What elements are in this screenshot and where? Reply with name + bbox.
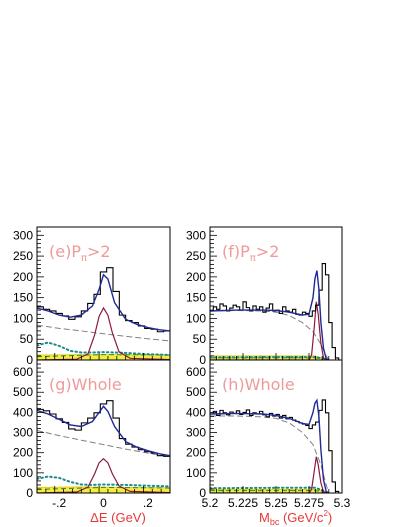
background-curve xyxy=(37,430,170,458)
x-tick-label: 5.3 xyxy=(334,496,351,510)
total-fit-curve xyxy=(210,270,330,360)
background-curve xyxy=(37,324,170,342)
y-tick-label: 250 xyxy=(186,249,206,263)
plot-area xyxy=(37,400,170,493)
y-tick-label: 300 xyxy=(186,426,206,440)
x-tick-label: 0 xyxy=(100,496,107,510)
y-tick-label: 600 xyxy=(13,365,33,379)
data-histogram xyxy=(37,267,170,333)
y-tick-label: 200 xyxy=(186,446,206,460)
y-tick-label: 300 xyxy=(13,426,33,440)
signal-curve xyxy=(37,306,170,360)
x-tick-label: 5.2 xyxy=(202,496,219,510)
y-tick-label: 200 xyxy=(13,270,33,284)
panel-4: 0 100 200 300 400 500 600 5.2 5.225 5.25 5.275 5.3 (… xyxy=(186,359,351,510)
y-tick-label: 100 xyxy=(186,311,206,325)
teal-dotted-curve xyxy=(37,475,170,488)
x-tick-label: 5.25 xyxy=(264,496,288,510)
y-tick-label: 200 xyxy=(13,446,33,460)
y-tick-label: 150 xyxy=(13,291,33,305)
y-tick-label: 100 xyxy=(13,311,33,325)
total-fit-curve xyxy=(210,398,330,493)
y-tick-label: 400 xyxy=(13,405,33,419)
green-dashed-curve xyxy=(37,354,170,358)
y-tick-label: 500 xyxy=(13,385,33,399)
x-tick-label: -.2 xyxy=(52,496,66,510)
background-curve xyxy=(210,415,330,493)
signal-curve xyxy=(210,301,330,360)
y-tick-label: 0 xyxy=(26,353,33,367)
y-tick-label: 0 xyxy=(199,353,206,367)
y-tick-label: 400 xyxy=(186,405,206,419)
y-tick-label: 100 xyxy=(13,466,33,480)
x-axis-label-delta-e: ΔE (GeV) xyxy=(90,510,146,525)
y-tick-label: 300 xyxy=(186,228,206,242)
panel-2: 0 50 100 150 200 250 300 (f)Pπ>2 xyxy=(186,226,343,367)
panel-frame xyxy=(36,359,171,494)
y-tick-label: 0 xyxy=(26,486,33,500)
x-tick-label: 5.225 xyxy=(228,496,258,510)
y-tick-label: 50 xyxy=(193,332,207,346)
y-tick-label: 200 xyxy=(186,270,206,284)
x-axis-label-mbc: Mbc (GeV/c2) xyxy=(259,509,332,527)
panel-1: 0 50 100 150 200 250 300 (e)Pπ>2 xyxy=(13,226,171,367)
data-histogram xyxy=(37,400,170,457)
y-tick-label: 50 xyxy=(20,332,34,346)
y-tick-label: 250 xyxy=(13,249,33,263)
plot-area xyxy=(210,263,342,360)
signal-curve xyxy=(37,457,170,493)
y-tick-label: 600 xyxy=(186,365,206,379)
panel-3: 0 100 200 300 400 500 600 -.2 0 .2 (g)Whole xyxy=(13,359,171,510)
x-tick-label: .2 xyxy=(143,496,153,510)
green-dashed-curve xyxy=(37,486,170,490)
x-tick-label: 5.275 xyxy=(294,496,324,510)
panel-label: (f)Pπ>2 xyxy=(222,242,279,264)
total-fit-curve xyxy=(37,405,170,457)
y-tick-label: 500 xyxy=(186,385,206,399)
panel-label: (h)Whole xyxy=(222,375,295,394)
y-tick-label: 150 xyxy=(186,291,206,305)
plot-area xyxy=(210,398,342,493)
plot-area xyxy=(37,267,170,360)
y-tick-label: 0 xyxy=(199,486,206,500)
background-curve xyxy=(210,309,330,360)
signal-curve xyxy=(210,456,329,493)
panel-label: (e)Pπ>2 xyxy=(49,242,111,264)
total-fit-curve xyxy=(37,273,170,332)
y-tick-label: 100 xyxy=(186,466,206,480)
y-tick-label: 300 xyxy=(13,228,33,242)
teal-dotted-curve xyxy=(37,341,170,356)
panel-label: (g)Whole xyxy=(49,375,122,394)
